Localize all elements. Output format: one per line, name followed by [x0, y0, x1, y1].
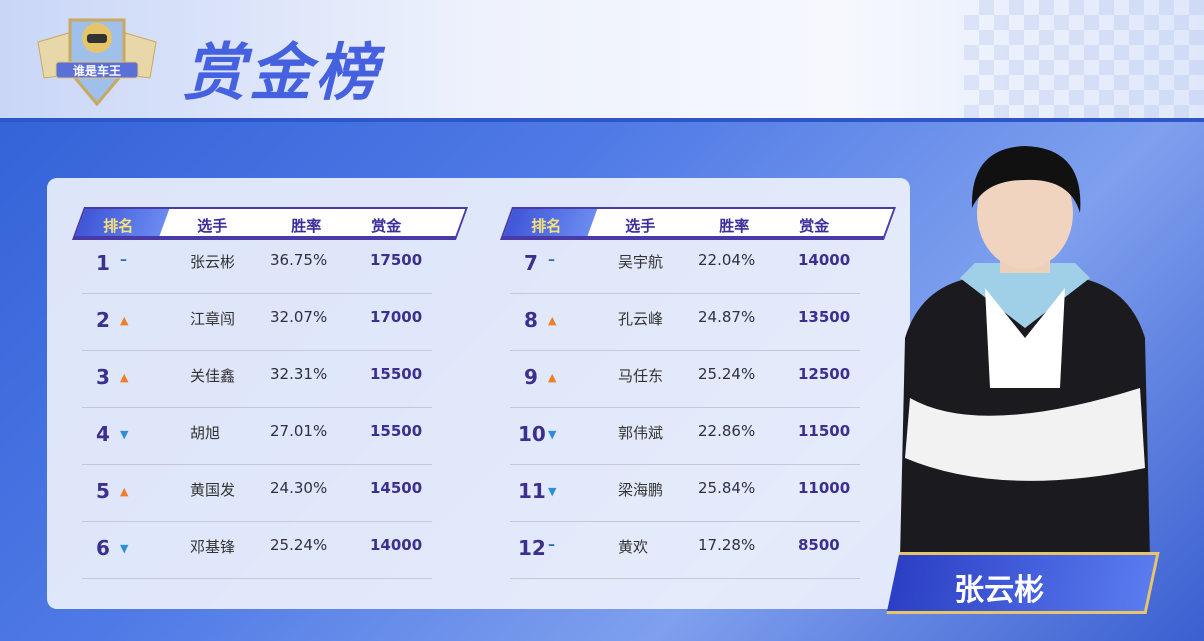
- trend-up-icon: ▲: [120, 314, 129, 327]
- player-photo: [900, 146, 1150, 558]
- player-name: 江章闯: [190, 310, 236, 328]
- win-rate: 25.84%: [698, 479, 756, 497]
- rank-number: 2: [96, 308, 110, 332]
- table-header: 排名 选手 胜率 赏金: [71, 207, 469, 240]
- logo-badge: 谁是车王: [37, 18, 157, 107]
- table-row: 11 ▼ 梁海鹏 25.84% 11000: [510, 465, 860, 522]
- prize: 14000: [798, 251, 851, 269]
- win-rate: 24.87%: [698, 308, 756, 326]
- prize: 15500: [370, 365, 423, 383]
- featured-player-nameplate: 张云彬: [886, 552, 1160, 614]
- trend-down-icon: ▼: [120, 428, 129, 441]
- page-title: 赏金榜: [183, 36, 382, 109]
- column-prize: 赏金: [371, 217, 402, 235]
- player-name: 胡旭: [190, 424, 221, 442]
- prize: 14500: [370, 479, 423, 497]
- column-win-rate: 胜率: [719, 217, 750, 235]
- prize: 13500: [798, 308, 851, 326]
- prize: 15500: [370, 422, 423, 440]
- rank-number: 12: [518, 536, 546, 560]
- rank-number: 10: [518, 422, 546, 446]
- trend-same-icon: –: [548, 537, 555, 553]
- featured-player-name: 张云彬: [954, 573, 1045, 608]
- table-header: 排名 选手 胜率 赏金: [499, 207, 897, 240]
- player-name: 孔云峰: [618, 310, 664, 328]
- table-row: 4 ▼ 胡旭 27.01% 15500: [82, 408, 432, 465]
- prize: 11000: [798, 479, 851, 497]
- trend-same-icon: –: [120, 252, 127, 268]
- prize: 14000: [370, 536, 423, 554]
- table-row: 12 – 黄欢 17.28% 8500: [510, 522, 860, 579]
- win-rate: 27.01%: [270, 422, 328, 440]
- prize: 8500: [798, 536, 840, 554]
- rank-number: 1: [96, 251, 110, 275]
- trend-up-icon: ▲: [120, 371, 129, 384]
- player-name: 吴宇航: [618, 253, 664, 271]
- table-row: 10 ▼ 郭伟斌 22.86% 11500: [510, 408, 860, 465]
- table-row: 8 ▲ 孔云峰 24.87% 13500: [510, 294, 860, 351]
- player-name: 马任东: [618, 367, 664, 385]
- checkered-flag-decoration: [964, 0, 1204, 118]
- player-name: 梁海鹏: [618, 481, 664, 499]
- column-prize: 赏金: [799, 217, 830, 235]
- column-player: 选手: [625, 217, 656, 235]
- header: 谁是车王 赏金榜: [0, 0, 1204, 122]
- column-player: 选手: [197, 217, 228, 235]
- prize: 17500: [370, 251, 423, 269]
- player-name: 关佳鑫: [190, 367, 236, 385]
- leaderboard-panel: [47, 178, 910, 609]
- table-row: 3 ▲ 关佳鑫 32.31% 15500: [82, 351, 432, 408]
- table-row: 7 – 吴宇航 22.04% 14000: [510, 237, 860, 294]
- prize: 11500: [798, 422, 851, 440]
- trend-up-icon: ▲: [548, 371, 557, 384]
- rank-number: 11: [518, 479, 546, 503]
- trend-up-icon: ▲: [548, 314, 557, 327]
- player-name: 黄国发: [190, 481, 236, 499]
- player-name: 黄欢: [618, 538, 649, 556]
- trend-down-icon: ▼: [548, 428, 557, 441]
- rank-number: 5: [96, 479, 110, 503]
- win-rate: 32.31%: [270, 365, 328, 383]
- logo-text: 谁是车王: [73, 63, 121, 78]
- rank-number: 8: [524, 308, 538, 332]
- trend-up-icon: ▲: [120, 485, 129, 498]
- table-row: 9 ▲ 马任东 25.24% 12500: [510, 351, 860, 408]
- table-row: 2 ▲ 江章闯 32.07% 17000: [82, 294, 432, 351]
- table-row: 6 ▼ 邓基锋 25.24% 14000: [82, 522, 432, 579]
- win-rate: 25.24%: [270, 536, 328, 554]
- trend-down-icon: ▼: [120, 542, 129, 555]
- trend-down-icon: ▼: [548, 485, 557, 498]
- win-rate: 24.30%: [270, 479, 328, 497]
- prize: 17000: [370, 308, 423, 326]
- rank-number: 6: [96, 536, 110, 560]
- player-name: 张云彬: [190, 253, 236, 271]
- win-rate: 25.24%: [698, 365, 756, 383]
- rank-number: 4: [96, 422, 110, 446]
- win-rate: 36.75%: [270, 251, 328, 269]
- column-rank: 排名: [531, 217, 562, 235]
- player-name: 邓基锋: [190, 538, 236, 556]
- win-rate: 22.86%: [698, 422, 756, 440]
- win-rate: 17.28%: [698, 536, 756, 554]
- rank-number: 9: [524, 365, 538, 389]
- trend-same-icon: –: [548, 252, 555, 268]
- table-row: 1 – 张云彬 36.75% 17500: [82, 237, 432, 294]
- win-rate: 32.07%: [270, 308, 328, 326]
- win-rate: 22.04%: [698, 251, 756, 269]
- table-row: 5 ▲ 黄国发 24.30% 14500: [82, 465, 432, 522]
- rank-number: 7: [524, 251, 538, 275]
- prize: 12500: [798, 365, 851, 383]
- rank-number: 3: [96, 365, 110, 389]
- player-name: 郭伟斌: [618, 424, 664, 442]
- column-rank: 排名: [103, 217, 134, 235]
- column-win-rate: 胜率: [291, 217, 322, 235]
